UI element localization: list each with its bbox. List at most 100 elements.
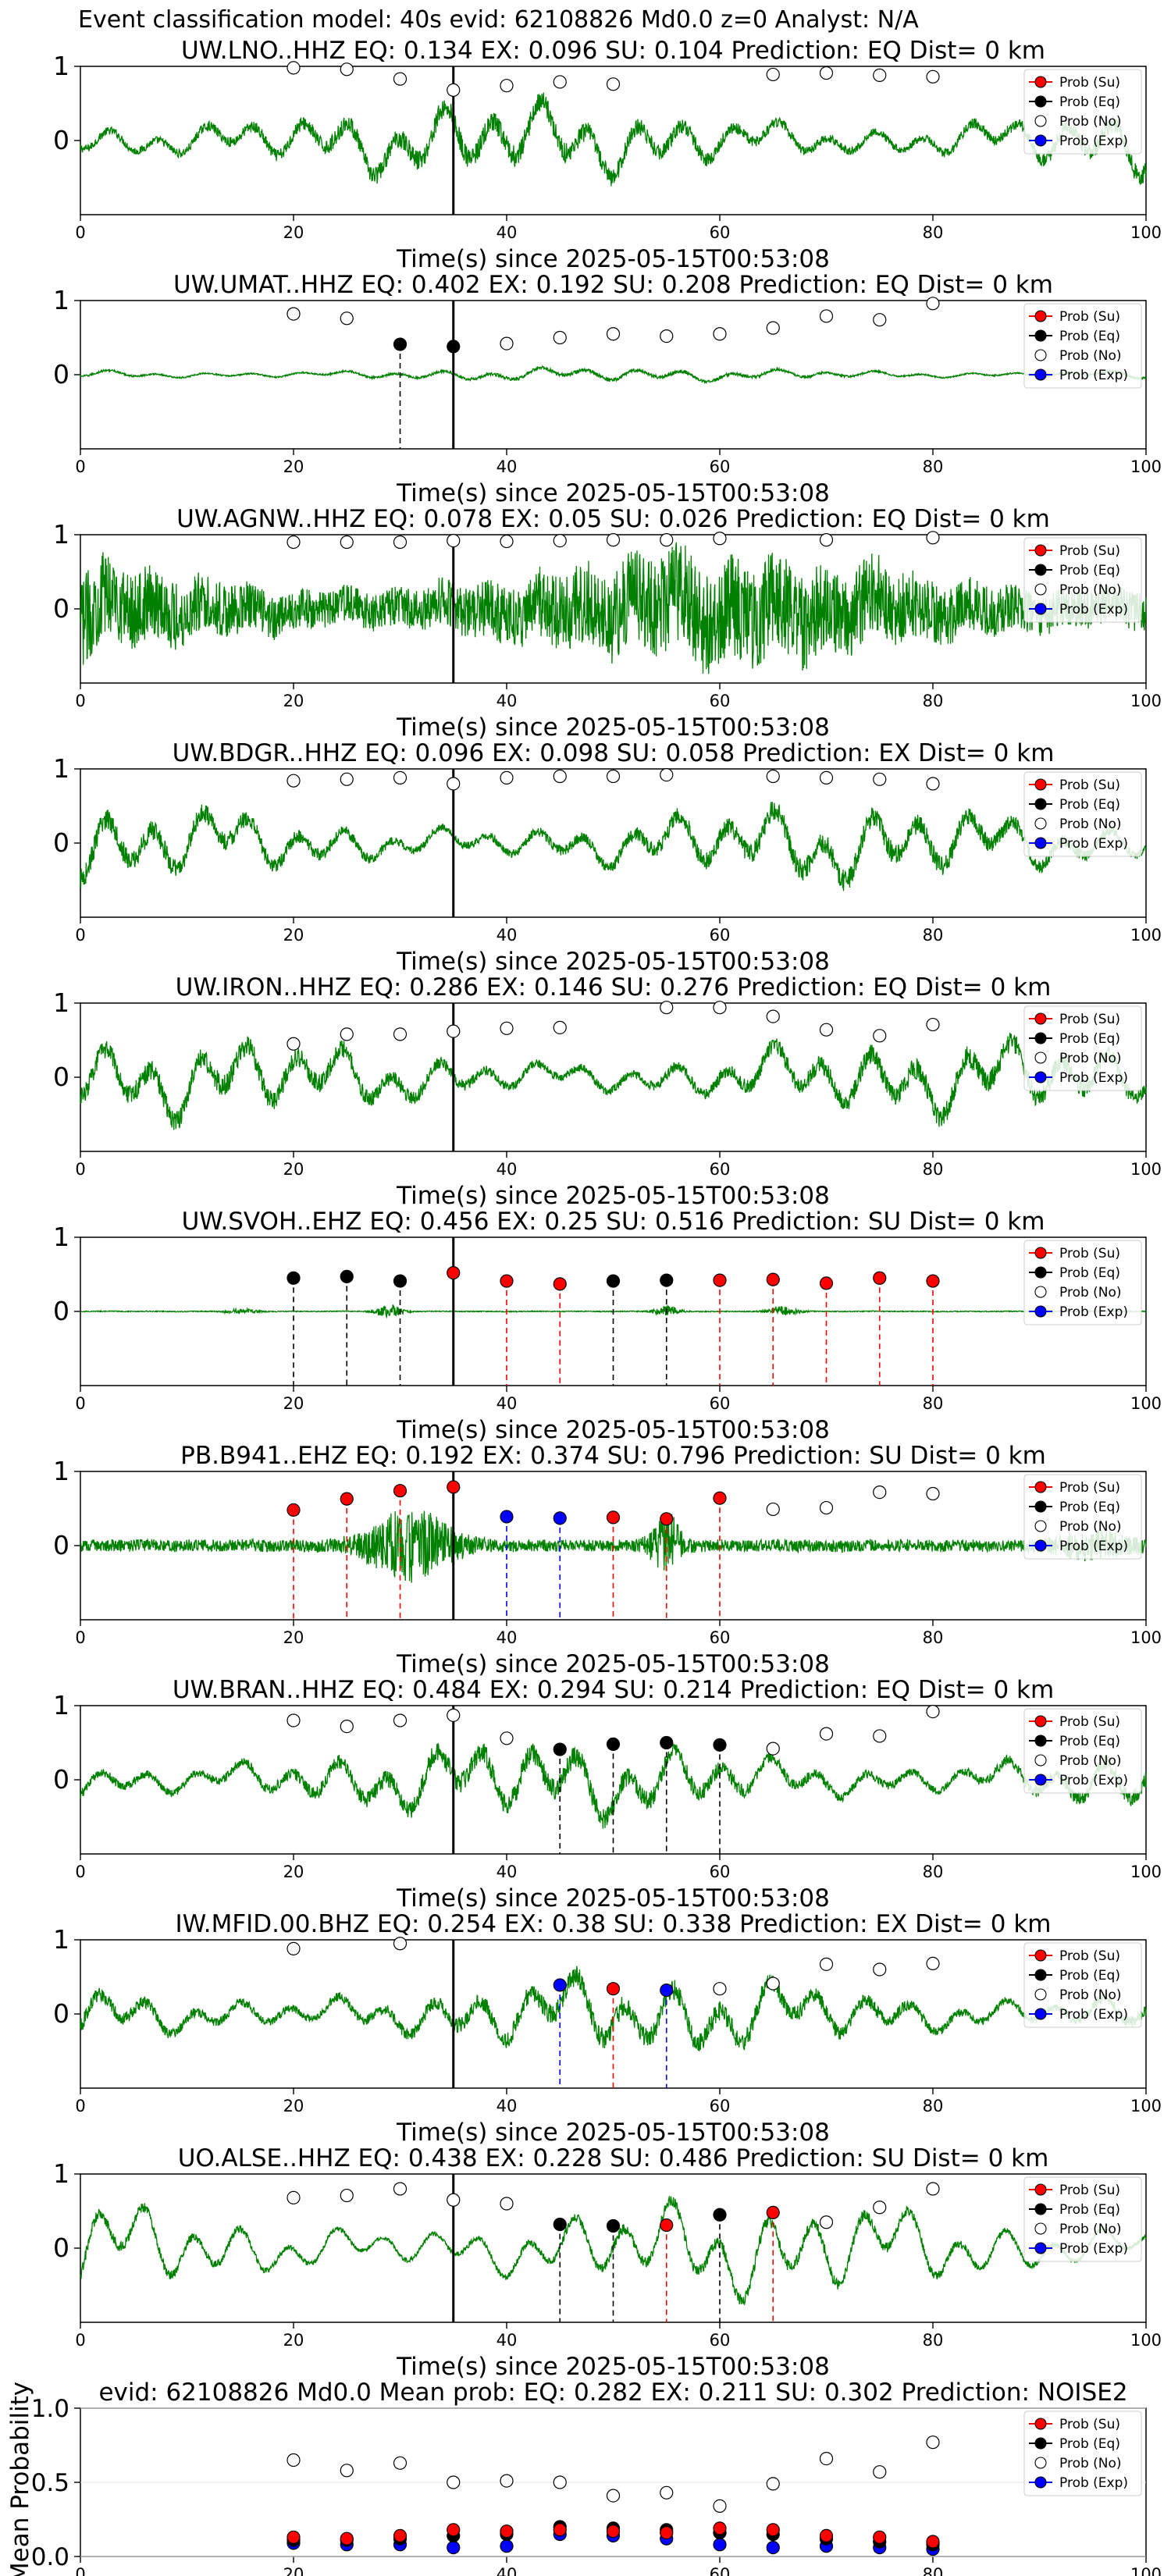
legend-marker <box>1034 1754 1047 1767</box>
panel-title: UW.AGNW..HHZ EQ: 0.078 EX: 0.05 SU: 0.02… <box>176 505 1050 533</box>
x-tick-label: 0 <box>75 2097 85 2115</box>
waveform-trace <box>80 2196 1147 2305</box>
prob-no-marker <box>766 769 780 784</box>
prob-su-marker <box>713 1491 727 1505</box>
x-tick-label: 80 <box>923 1863 944 1881</box>
legend-marker <box>1034 1247 1047 1259</box>
x-tick-label: 80 <box>923 1628 944 1647</box>
legend-marker <box>1034 2242 1047 2254</box>
prob-no-marker <box>500 79 514 93</box>
x-tick-label: 80 <box>923 2565 944 2576</box>
legend-label-0: Prob (Su) <box>1059 75 1120 91</box>
prob-no-marker <box>713 1001 727 1015</box>
legend-marker <box>1034 1305 1047 1318</box>
prob-su-marker <box>819 2528 834 2542</box>
x-tick-label: 20 <box>283 1863 304 1881</box>
prob-no-marker <box>606 533 621 547</box>
prob-no-marker <box>606 77 621 91</box>
x-tick-label: 40 <box>497 2565 518 2576</box>
legend-label-3: Prob (Exp) <box>1059 1773 1128 1788</box>
legend: Prob (Su) Prob (Eq) Prob (No) Prob (Exp) <box>1023 2176 1142 2262</box>
legend: Prob (Su) Prob (Eq) Prob (No) Prob (Exp) <box>1023 1005 1142 1091</box>
prob-exp-marker <box>766 2541 780 2555</box>
legend: Prob (Su) Prob (Eq) Prob (No) Prob (Exp) <box>1023 2411 1142 2496</box>
legend-marker <box>1034 2183 1047 2196</box>
x-tick-label: 60 <box>710 2565 731 2576</box>
legend-label-1: Prob (Eq) <box>1059 2436 1120 2452</box>
prob-no-marker <box>340 1720 354 1734</box>
legend-label-0: Prob (Su) <box>1059 1714 1120 1730</box>
y-tick-label: 1 <box>53 753 69 784</box>
prob-no-marker <box>553 2475 567 2489</box>
prob-no-marker <box>713 532 727 546</box>
prob-no-marker <box>660 767 674 782</box>
prob-no-marker <box>926 1956 940 1970</box>
x-tick-label: 80 <box>923 457 944 476</box>
prob-no-marker <box>553 533 567 548</box>
x-tick-label: 0 <box>75 457 85 476</box>
legend-frame <box>1023 1005 1142 1091</box>
prob-no-marker <box>766 321 780 335</box>
prob-exp-marker <box>713 2538 727 2552</box>
x-tick-label: 60 <box>710 1160 731 1179</box>
legend: Prob (Su) Prob (Eq) Prob (No) Prob (Exp) <box>1023 1240 1142 1325</box>
y-tick-label: 1 <box>53 1924 69 1955</box>
panel-UW.UMAT..HHZ: UW.UMAT..HHZ EQ: 0.402 EX: 0.192 SU: 0.2… <box>53 271 1162 507</box>
panel-title: UO.ALSE..HHZ EQ: 0.438 EX: 0.228 SU: 0.4… <box>178 2144 1049 2172</box>
prob-no-marker <box>500 1021 514 1035</box>
prob-no-marker <box>500 2197 514 2211</box>
legend-label-1: Prob (Eq) <box>1059 2202 1120 2218</box>
prob-exp-marker <box>553 1978 567 1992</box>
x-axis-label: Time(s) since 2025-05-15T00:53:08 <box>396 245 830 273</box>
panel-title: PB.B941..EHZ EQ: 0.192 EX: 0.374 SU: 0.7… <box>180 1442 1046 1470</box>
legend-label-1: Prob (Eq) <box>1059 1265 1120 1281</box>
x-tick-label: 20 <box>283 1160 304 1179</box>
prob-no-marker <box>873 1029 887 1043</box>
x-tick-label: 40 <box>497 2331 518 2350</box>
x-tick-label: 0 <box>75 926 85 945</box>
prob-eq-marker <box>660 1273 674 1287</box>
x-tick-label: 60 <box>710 1394 731 1413</box>
prob-eq-marker <box>713 1738 727 1752</box>
prob-no-marker <box>873 772 887 786</box>
prob-no-marker <box>393 1713 408 1727</box>
prob-exp-marker <box>500 1510 514 1524</box>
legend-frame <box>1023 537 1142 623</box>
legend-label-0: Prob (Su) <box>1059 1948 1120 1964</box>
y-tick-label: 1 <box>53 285 69 315</box>
prob-no-marker <box>819 66 834 80</box>
panel-PB.B941..EHZ: PB.B941..EHZ EQ: 0.192 EX: 0.374 SU: 0.7… <box>53 1442 1162 1678</box>
panel-UO.ALSE..HHZ: UO.ALSE..HHZ EQ: 0.438 EX: 0.228 SU: 0.4… <box>53 2144 1162 2381</box>
y-tick-label: 0 <box>53 1296 69 1326</box>
legend-frame <box>1023 1240 1142 1325</box>
prob-no-marker <box>819 1500 834 1515</box>
prob-no-marker <box>340 2464 354 2478</box>
legend-label-3: Prob (Exp) <box>1059 368 1128 383</box>
x-tick-label: 100 <box>1130 692 1162 710</box>
prob-no-marker <box>287 2453 301 2467</box>
prob-no-marker <box>873 313 887 327</box>
x-tick-label: 60 <box>710 692 731 710</box>
prob-su-marker <box>926 1274 940 1288</box>
panel-UW.LNO..HHZ: UW.LNO..HHZ EQ: 0.134 EX: 0.096 SU: 0.10… <box>53 37 1162 273</box>
x-tick-label: 100 <box>1130 1394 1162 1413</box>
x-tick-label: 20 <box>283 223 304 242</box>
prob-su-marker <box>660 1512 674 1526</box>
panel-title: evid: 62108826 Md0.0 Mean prob: EQ: 0.28… <box>98 2379 1127 2407</box>
legend-marker <box>1034 310 1047 322</box>
x-tick-label: 40 <box>497 926 518 945</box>
prob-no-marker <box>340 535 354 550</box>
panel-UW.IRON..HHZ: UW.IRON..HHZ EQ: 0.286 EX: 0.146 SU: 0.2… <box>53 973 1162 1210</box>
y-tick-label: 0 <box>53 125 69 155</box>
x-tick-label: 80 <box>923 1394 944 1413</box>
prob-no-marker <box>873 2465 887 2479</box>
prob-su-marker <box>660 2526 674 2540</box>
prob-exp-marker <box>447 2541 461 2555</box>
prob-no-marker <box>819 1023 834 1037</box>
legend-marker <box>1034 368 1047 381</box>
x-axis-label: Time(s) since 2025-05-15T00:53:08 <box>396 479 830 507</box>
panel-title: UW.BRAN..HHZ EQ: 0.484 EX: 0.294 SU: 0.2… <box>173 1676 1054 1704</box>
legend-label-2: Prob (No) <box>1059 1285 1122 1300</box>
prob-no-marker <box>713 1982 727 1996</box>
y-tick-label: 1.0 <box>31 2395 69 2423</box>
